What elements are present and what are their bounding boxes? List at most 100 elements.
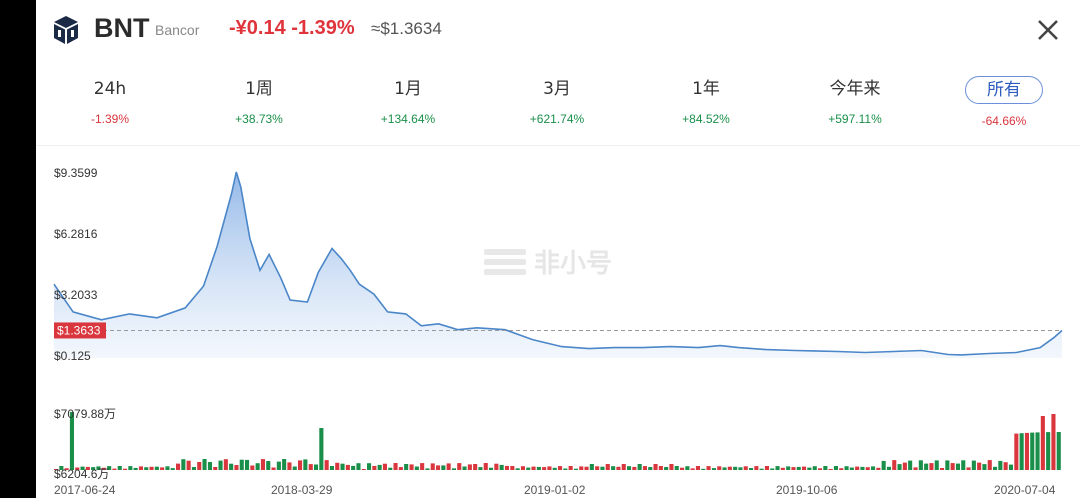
- tab-change: +84.52%: [682, 112, 730, 126]
- volume-bar: [818, 468, 823, 470]
- volume-bar: [409, 464, 414, 470]
- tab-change: +621.74%: [529, 112, 585, 126]
- tab-1month[interactable]: 1月 +134.64%: [348, 70, 468, 134]
- tab-label: 1年: [692, 79, 720, 99]
- volume-bar: [388, 467, 393, 470]
- y-tick-label: $0.125: [54, 349, 91, 363]
- volume-bar: [446, 463, 451, 470]
- tab-1week[interactable]: 1周 +38.73%: [199, 70, 319, 134]
- tab-3month[interactable]: 3月 +621.74%: [497, 70, 617, 134]
- volume-bar: [770, 468, 775, 470]
- volume-bar: [351, 465, 356, 470]
- volume-bar: [637, 464, 642, 470]
- watermark: 非小号: [484, 249, 612, 279]
- tab-24h[interactable]: 24h -1.39%: [50, 70, 170, 134]
- watermark-logo-icon: [484, 249, 526, 275]
- volume-bar: [998, 460, 1003, 470]
- tab-change: -1.39%: [90, 112, 130, 126]
- volume-bar: [876, 467, 881, 470]
- close-icon[interactable]: [1034, 16, 1062, 44]
- volume-bar: [1030, 432, 1035, 470]
- volume-bar: [239, 459, 244, 470]
- volume-bar: [865, 467, 870, 470]
- volume-bar: [234, 465, 239, 470]
- volume-bar: [764, 466, 769, 470]
- volume-bar: [504, 465, 509, 470]
- watermark-text: 非小号: [534, 249, 612, 279]
- volume-bar: [982, 464, 987, 470]
- volume-bar: [112, 468, 117, 470]
- volume-bar: [648, 467, 653, 470]
- volume-bar: [494, 463, 499, 470]
- volume-bar: [563, 468, 568, 470]
- volume-bar: [398, 467, 403, 470]
- volume-bar: [897, 464, 902, 470]
- volume-bar: [372, 465, 377, 470]
- tab-1year[interactable]: 1年 +84.52%: [646, 70, 766, 134]
- volume-bar: [64, 468, 69, 470]
- volume-bar: [685, 466, 690, 470]
- volume-bar: [526, 467, 531, 470]
- volume-bar: [812, 466, 817, 470]
- volume-bar: [605, 464, 610, 470]
- volume-bar: [54, 469, 59, 470]
- volume-bar: [780, 467, 785, 470]
- x-tick-label: 2017-06-24: [54, 483, 116, 497]
- volume-bar: [473, 464, 478, 470]
- volume-bar: [329, 466, 334, 470]
- volume-bar: [616, 466, 621, 470]
- volume-bar: [154, 466, 159, 470]
- volume-bar: [202, 459, 207, 470]
- volume-bar: [701, 468, 706, 470]
- volume-bar: [107, 466, 112, 470]
- tab-all[interactable]: 所有 -64.66%: [944, 70, 1064, 134]
- volume-bar: [1035, 432, 1040, 470]
- volume-bar: [796, 466, 801, 470]
- volume-bar: [250, 465, 255, 470]
- volume-bar: [149, 466, 154, 470]
- volume-bar: [589, 464, 594, 470]
- volume-bar: [1056, 432, 1061, 470]
- volume-bar: [955, 463, 960, 470]
- volume-bar: [849, 467, 854, 470]
- volume-bar: [664, 467, 669, 470]
- x-tick-label: 2019-01-02: [524, 483, 586, 497]
- price-chart[interactable]: 非小号 $1.3633 $9.3599$6.2816$3.2033$0.125 …: [36, 150, 1080, 498]
- volume-bar: [717, 466, 722, 470]
- volume-bar: [69, 412, 74, 470]
- volume-bar: [1024, 432, 1029, 470]
- volume-bar: [733, 466, 738, 470]
- volume-bar: [722, 467, 727, 470]
- volume-bar: [552, 467, 557, 470]
- volume-bar: [59, 466, 64, 470]
- volume-bar: [510, 466, 515, 470]
- divider: [36, 145, 1080, 146]
- volume-bar: [940, 468, 945, 470]
- volume-bar: [881, 460, 886, 470]
- volume-bar: [207, 462, 212, 470]
- tab-ytd[interactable]: 今年来 +597.11%: [795, 70, 915, 134]
- volume-bar: [966, 467, 971, 470]
- tab-label: 3月: [543, 79, 571, 99]
- coin-header: BNT Bancor -¥0.14 -1.39% ≈$1.3634: [36, 0, 1080, 60]
- volume-bar: [738, 467, 743, 470]
- volume-bar: [160, 467, 165, 470]
- volume-bar: [573, 468, 578, 470]
- volume-bar: [436, 465, 441, 470]
- volume-bar: [101, 467, 106, 470]
- volume-bar: [950, 463, 955, 470]
- volume-bar: [839, 468, 844, 470]
- volume-bar: [356, 463, 361, 470]
- volume-bar: [223, 459, 228, 470]
- volume-bar: [451, 468, 456, 470]
- volume-bar: [420, 463, 425, 470]
- tab-label: 24h: [93, 79, 127, 99]
- volume-bar: [611, 466, 616, 470]
- volume-bar: [971, 460, 976, 470]
- volume-bar: [287, 462, 292, 470]
- volume-bar: [627, 466, 632, 470]
- volume-bar: [144, 467, 149, 470]
- volume-bar: [292, 466, 297, 470]
- volume-bar: [80, 466, 85, 470]
- volume-bar: [266, 461, 271, 470]
